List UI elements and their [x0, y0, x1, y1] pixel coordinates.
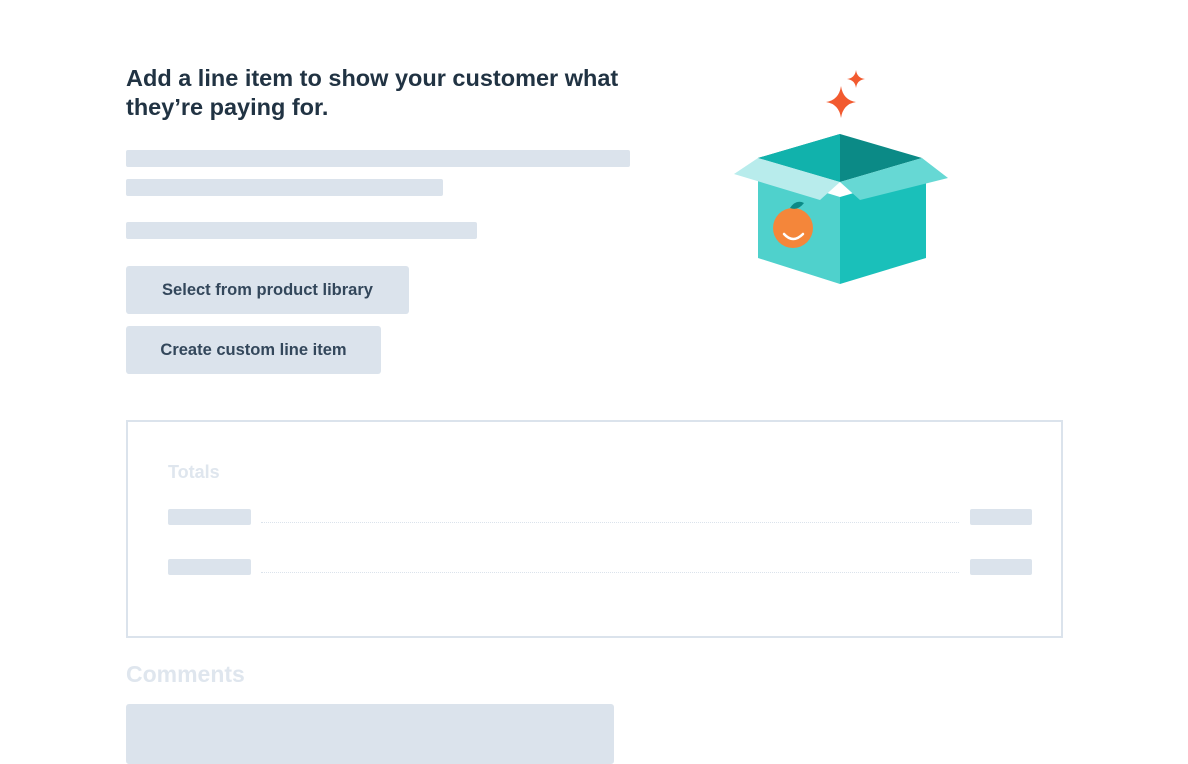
totals-title: Totals	[168, 462, 220, 482]
comments-input-placeholder	[126, 704, 614, 764]
open-box-icon	[734, 70, 948, 284]
text-placeholder-line	[126, 179, 443, 196]
sparkle-icon	[847, 70, 865, 88]
text-placeholder-line	[126, 222, 477, 239]
comments-title: Comments	[126, 661, 245, 687]
create-custom-line-item-button[interactable]: Create custom line item	[126, 326, 381, 374]
select-from-product-library-button[interactable]: Select from product library	[126, 266, 409, 314]
orange-sticker-icon	[773, 208, 813, 248]
total-value-placeholder	[970, 509, 1032, 525]
total-label-placeholder	[168, 509, 251, 525]
text-placeholder-line	[126, 150, 630, 167]
dotted-leader	[261, 572, 959, 573]
dotted-leader	[261, 522, 959, 523]
empty-state-heading: Add a line item to show your customer wh…	[126, 65, 619, 120]
total-value-placeholder	[970, 559, 1032, 575]
totals-panel: Totals	[126, 420, 1063, 638]
total-label-placeholder	[168, 559, 251, 575]
sparkle-icon	[826, 86, 856, 118]
